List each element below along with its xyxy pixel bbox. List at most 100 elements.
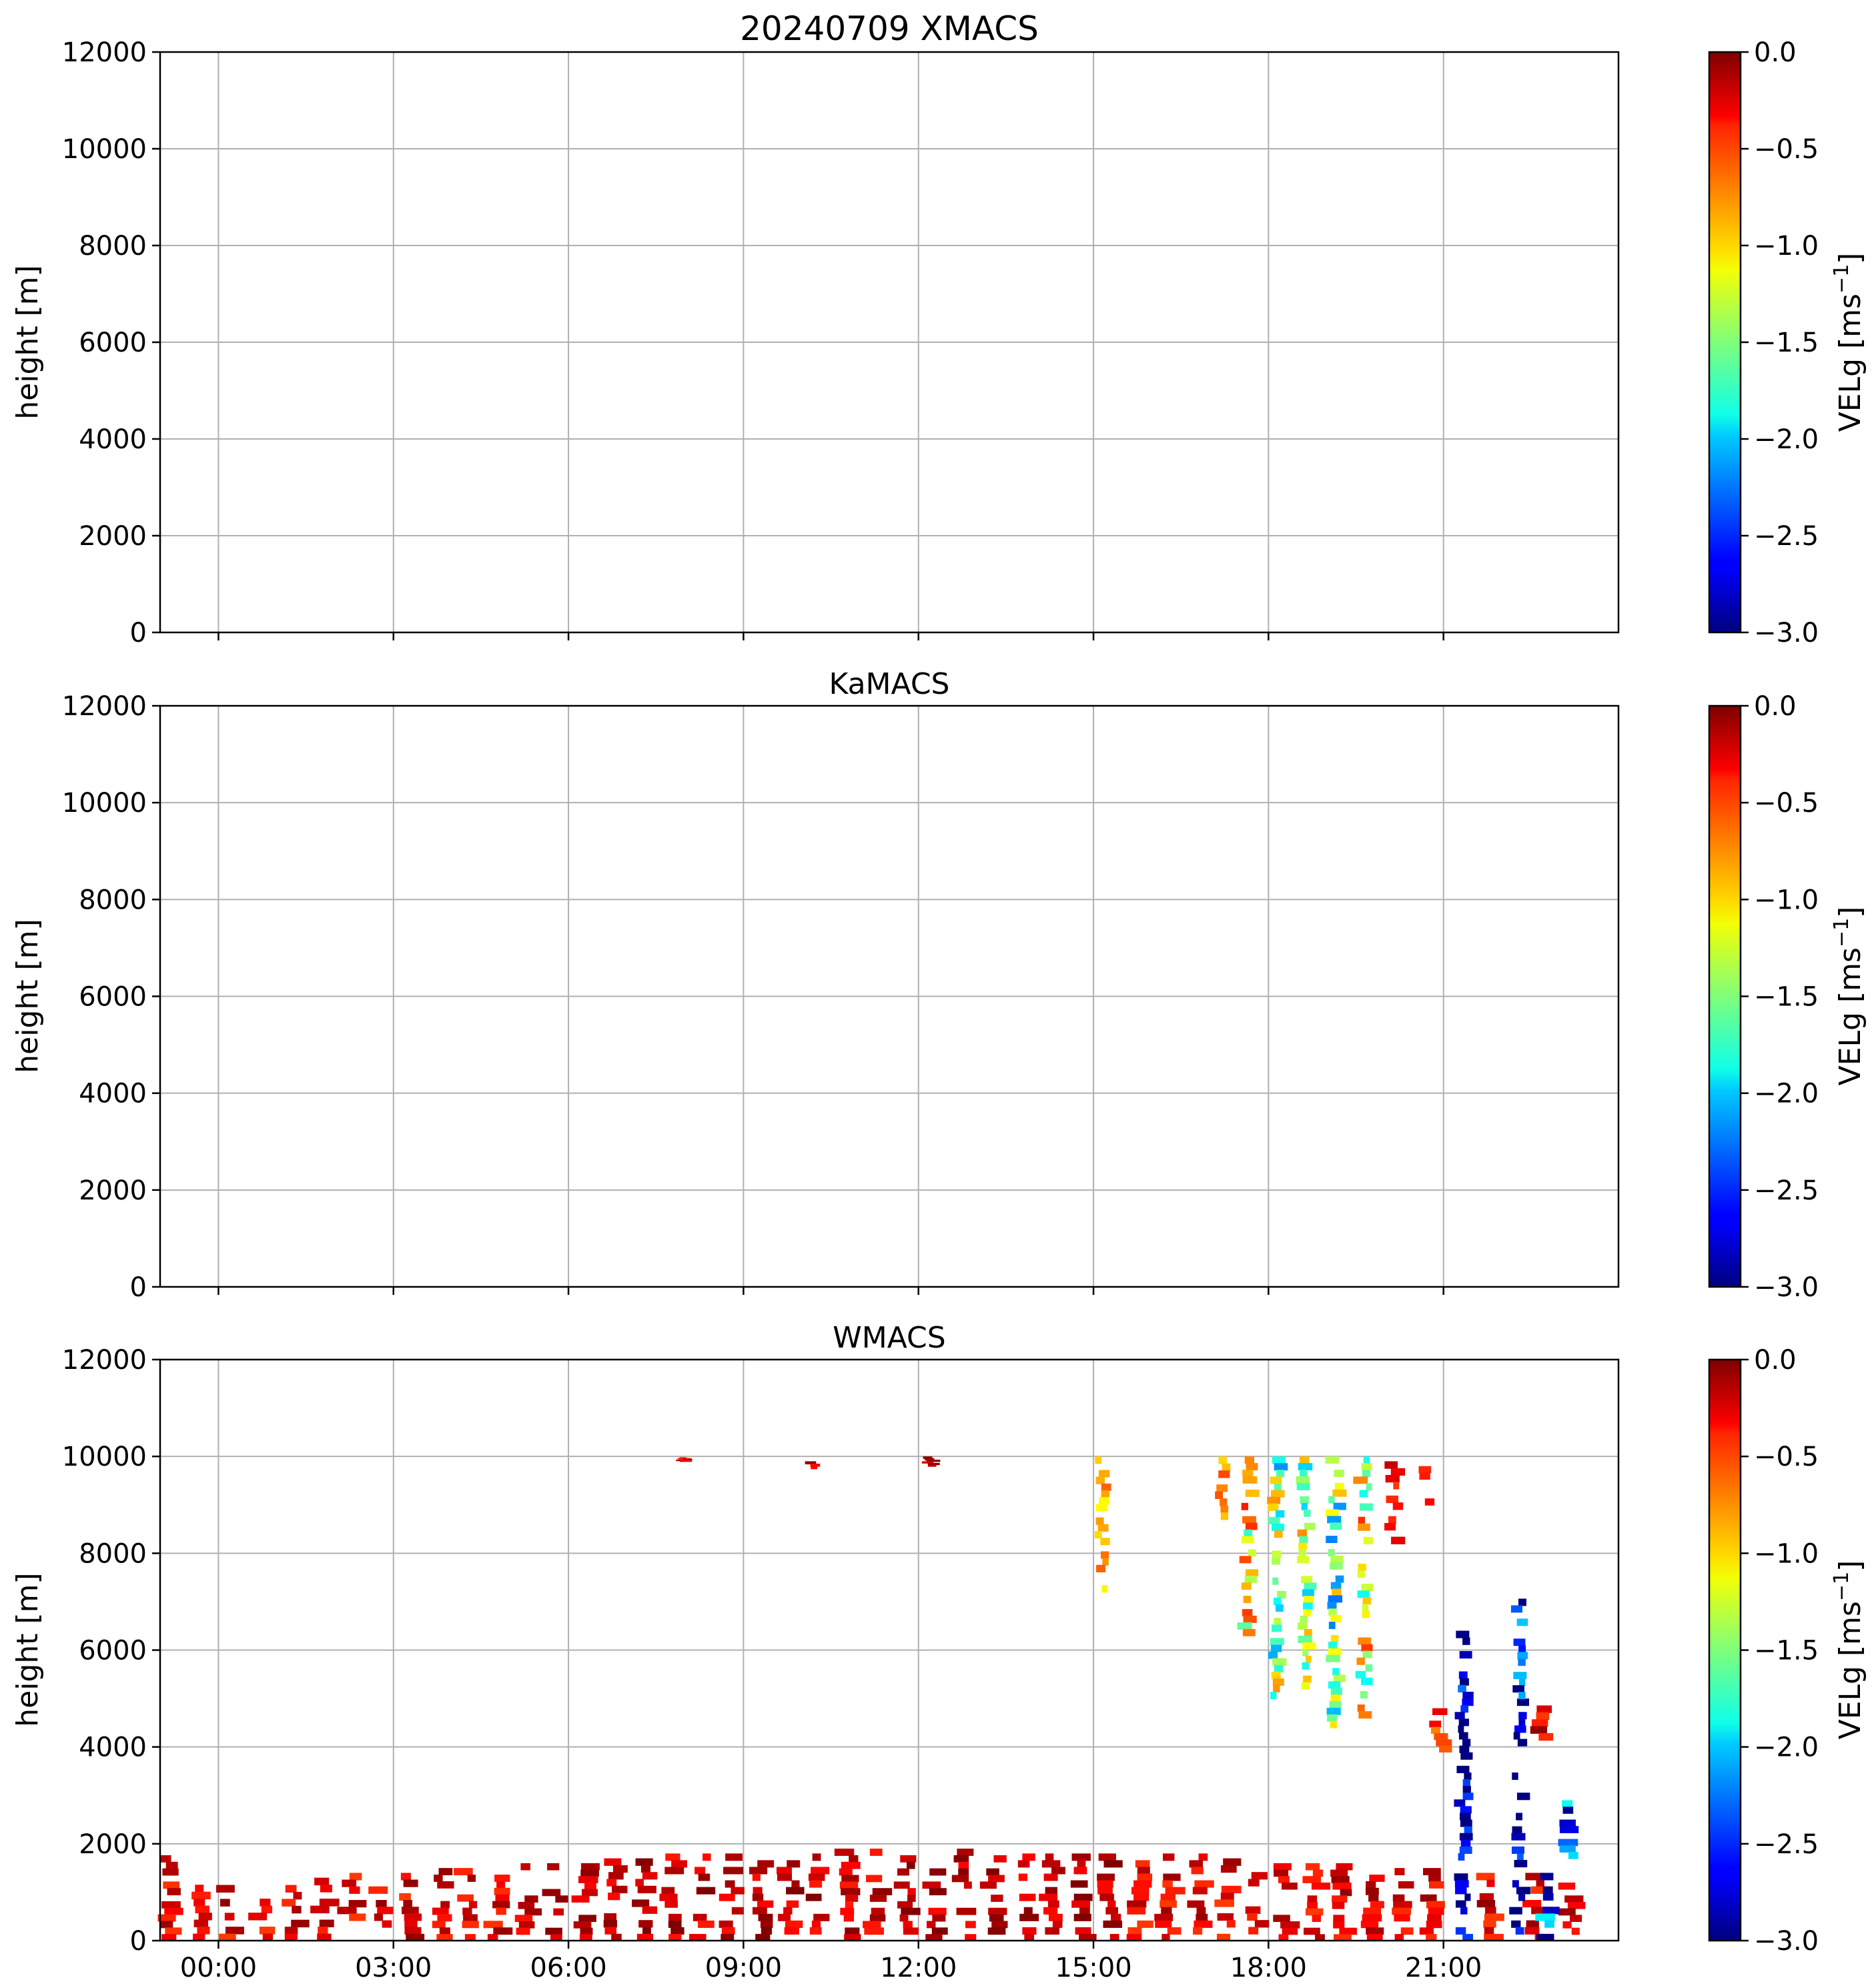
y-tick-label: 2000 [79,1175,147,1206]
echo-pixel [1299,1456,1310,1464]
echo-pixel [1307,1895,1318,1903]
echo-pixel [1516,1887,1531,1895]
echo-pixel [809,1927,822,1935]
colorbar-tick-label: −0.5 [1754,1442,1819,1472]
echo-pixel [516,1927,530,1935]
echo-pixel [1512,1880,1519,1888]
echo-pixel [642,1906,658,1914]
echo-pixel [1196,1907,1206,1915]
echo-pixel [1243,1596,1252,1603]
echo-pixel [1365,1887,1379,1895]
echo-pixel [1392,1894,1405,1902]
echo-pixel [284,1933,298,1941]
echo-pixel [1163,1853,1175,1861]
echo-pixel [1459,1846,1472,1854]
echo-pixel [1390,1468,1406,1476]
echo-pixel [1464,1826,1472,1834]
echo-pixel [1366,1881,1376,1889]
echo-pixel [1359,1503,1373,1511]
echo-pixel [1464,1772,1472,1781]
echo-pixel [1160,1893,1176,1901]
echo-pixel [1333,1915,1345,1922]
colorbar-tick-label: −1.5 [1754,328,1819,358]
y-axis-label: height [m] [11,1572,45,1726]
echo-pixel [931,1927,948,1935]
echo-pixel [1305,1655,1312,1663]
echo-pixel [1335,1575,1344,1583]
echo-pixel [1454,1712,1465,1720]
echo-pixel [845,1895,859,1902]
y-tick-label: 2000 [79,521,147,552]
echo-pixel [811,1920,821,1928]
echo-pixel [1100,1538,1110,1546]
y-tick-label: 10000 [62,1442,147,1472]
echo-pixel [1327,1602,1337,1610]
echo-pixel [1542,1893,1554,1901]
echo-pixel [991,1921,1008,1929]
echo-pixel [1226,1920,1236,1928]
x-tick-label: 21:00 [1405,1953,1482,1983]
echo-pixel [1325,1509,1339,1517]
echo-pixel [1079,1907,1090,1915]
echo-pixel [1462,1691,1474,1700]
echo-pixel [869,1914,886,1922]
echo-pixel [193,1919,208,1928]
echo-pixel [611,1933,622,1941]
echo-pixel [1101,1585,1108,1593]
y-tick-label: 4000 [79,1079,147,1109]
echo-pixel [165,1927,182,1935]
echo-column [893,1855,921,1935]
echo-pixel [439,1927,450,1935]
echo-column [951,1849,977,1941]
echo-pixel [897,1901,913,1909]
echo-pixel [1513,1638,1526,1646]
echo-pixel [1458,1684,1466,1692]
echo-column [1509,1698,1531,1935]
echo-pixel [1330,1869,1348,1877]
colorbar-tick-label: −0.5 [1754,788,1819,819]
echo-pixel [1274,1483,1282,1491]
echo-column [921,1456,941,1467]
echo-pixel [157,1914,176,1922]
echo-pixel [1244,1576,1257,1584]
echo-pixel [1418,1466,1432,1474]
echo-pixel [1454,1880,1469,1888]
echo-column [248,1899,276,1941]
echo-pixel [1273,1684,1280,1693]
echo-pixel [198,1913,212,1921]
echo-pixel [438,1868,453,1876]
echo-pixel [1428,1875,1441,1882]
colorbar-tick-label: −2.5 [1754,1175,1819,1206]
echo-pixel [1045,1853,1054,1861]
echo-pixel [468,1901,478,1909]
echo-pixel [437,1881,454,1889]
echo-column [1353,1456,1374,1719]
echo-pixel [1167,1927,1182,1935]
echo-pixel [1331,1876,1350,1883]
echo-column [1017,1853,1039,1941]
colorbar-gradient [1709,706,1741,1287]
echo-pixel [1330,1582,1342,1590]
echo-pixel [1394,1934,1404,1941]
echo-pixel [1483,1920,1496,1928]
echo-pixel [1047,1900,1059,1908]
echo-pixel [1273,1863,1292,1871]
echo-pixel [1518,1712,1527,1720]
echo-pixel [578,1915,596,1922]
echo-pixel [1538,1732,1554,1741]
echo-pixel [1215,1491,1223,1500]
echo-pixel [494,1887,510,1895]
echo-pixel [1455,1927,1466,1935]
echo-pixel [1394,1868,1405,1876]
echo-pixel [1362,1650,1372,1658]
echo-pixel [965,1934,977,1941]
echo-pixel [1280,1921,1300,1929]
echo-pixel [224,1913,235,1921]
echo-pixel [928,1907,947,1915]
echo-pixel [811,1466,818,1470]
echo-pixel [401,1907,419,1915]
echo-pixel [349,1873,362,1881]
echo-pixel [545,1927,562,1935]
echo-pixel [342,1879,357,1887]
echo-pixel [1328,1681,1341,1689]
